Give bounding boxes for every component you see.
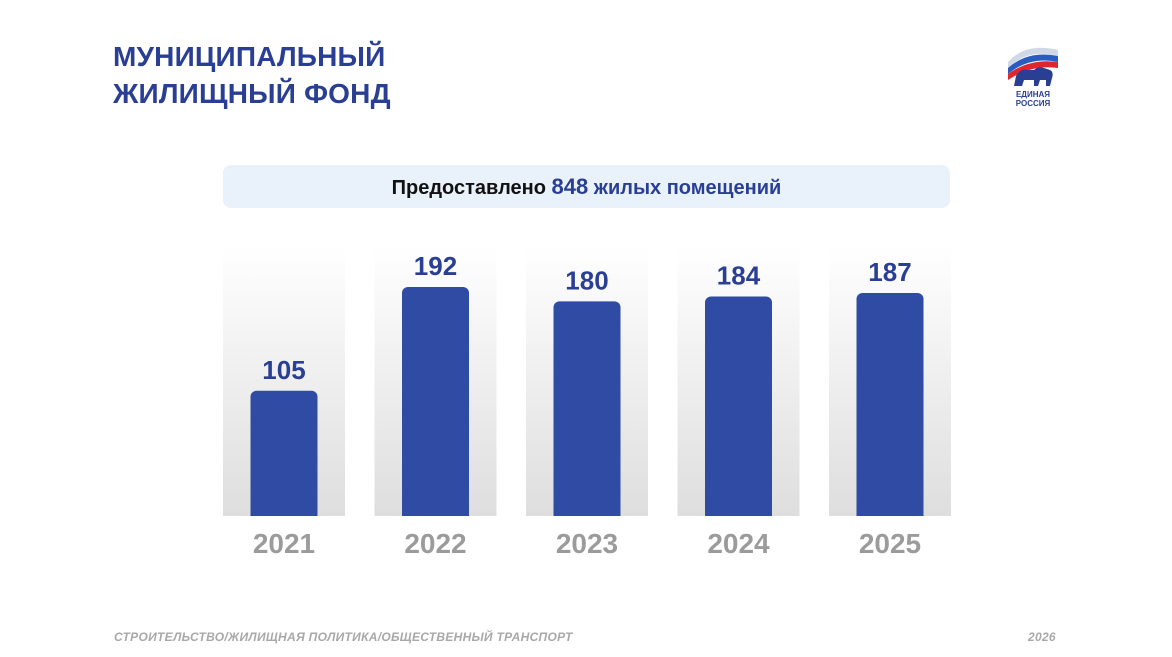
x-tick-label-2023: 2023 — [556, 528, 618, 559]
bar-base-mask — [250, 516, 318, 524]
data-label-2021: 105 — [262, 355, 305, 385]
logo-text-line-2: РОССИЯ — [1015, 99, 1051, 108]
x-tick-label-2025: 2025 — [859, 528, 921, 559]
bar-2023 — [553, 301, 621, 522]
data-label-2025: 187 — [868, 257, 911, 287]
banner-prefix: Предоставлено — [391, 177, 546, 199]
banner-number: 848 — [551, 174, 589, 199]
banner-suffix: жилых помещений — [593, 177, 782, 199]
bar-2022 — [402, 287, 469, 522]
bar-base-mask — [553, 516, 621, 524]
x-tick-label-2024: 2024 — [707, 528, 770, 559]
bar-2025 — [856, 292, 924, 522]
bear-flag-logo-icon — [1008, 47, 1058, 86]
bar-base-mask — [705, 516, 772, 524]
data-label-2023: 180 — [565, 265, 608, 295]
data-label-2024: 184 — [717, 261, 761, 291]
bar-2024 — [705, 296, 772, 522]
summary-banner: Предоставлено 848 жилых помещений — [223, 165, 950, 208]
footer-section: СТРОИТЕЛЬСТВО/ЖИЛИЩНАЯ ПОЛИТИКА/ОБЩЕСТВЕ… — [114, 630, 573, 644]
page-title-line-1: МУНИЦИПАЛЬНЫЙ — [113, 41, 386, 72]
footer-year: 2026 — [1028, 630, 1056, 644]
page-title-line-2: ЖИЛИЩНЫЙ ФОНД — [113, 78, 391, 109]
x-tick-label-2021: 2021 — [253, 528, 315, 559]
bar-base-mask — [402, 516, 469, 524]
data-label-2022: 192 — [414, 251, 457, 281]
page-title: МУНИЦИПАЛЬНЫЙ ЖИЛИЩНЫЙ ФОНД — [113, 38, 391, 112]
x-tick-label-2022: 2022 — [404, 528, 466, 559]
logo-text-line-1: ЕДИНАЯ — [1015, 90, 1051, 99]
party-logo: ЕДИНАЯ РОССИЯ — [1004, 40, 1062, 110]
bar-base-mask — [856, 516, 924, 524]
bar-2021 — [250, 390, 318, 522]
bar-chart: 105 2021 192 2022 180 2023 184 2024 187 2025 — [223, 245, 951, 559]
